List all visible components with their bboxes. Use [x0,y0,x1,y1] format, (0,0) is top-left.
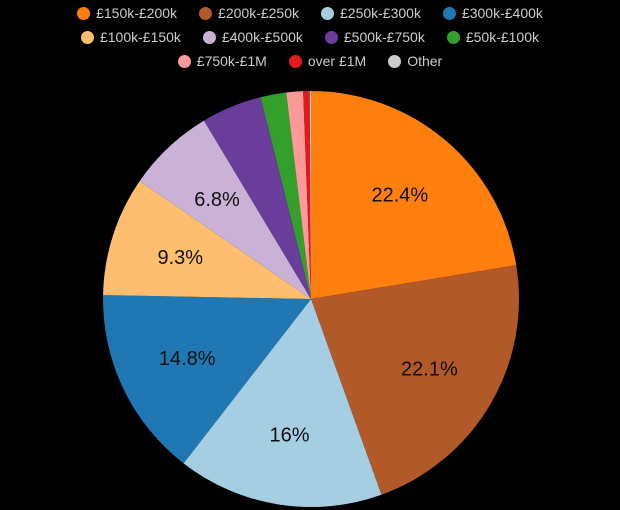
legend-item[interactable]: £300k-£400k [442,5,543,21]
pie-slice[interactable] [303,91,311,299]
slice-label: 22.4% [371,184,428,206]
pie-slice[interactable] [103,181,311,299]
pie-slice[interactable] [311,91,517,299]
legend-label: £300k-£400k [461,5,543,21]
legend-swatch-icon [446,30,460,44]
chart-legend: £150k-£200k £200k-£250k £250k-£300k £300k-£… [0,1,620,73]
legend-label: £150k-£200k [96,5,178,21]
legend-item[interactable]: £50k-£100k [446,29,540,45]
legend-label: over £1M [307,53,367,69]
legend-item[interactable]: £750k-£1M [177,53,267,69]
pie-slice[interactable] [139,120,311,299]
legend-item[interactable]: £250k-£300k [321,5,421,21]
legend-swatch-icon [321,6,334,20]
legend-item[interactable]: £200k-£250k [199,5,299,21]
pie-slice[interactable] [309,91,311,299]
legend-swatch-icon [80,30,94,44]
legend-item[interactable]: £150k-£200k [77,5,177,21]
legend-item[interactable]: Other [388,53,442,69]
legend-label: £250k-£300k [340,5,421,21]
slice-label: 22.1% [401,359,458,381]
legend-swatch-icon [202,30,216,44]
legend-label: £50k-£100k [465,29,540,45]
pie-slice[interactable] [286,91,311,299]
legend-swatch-icon [77,6,91,20]
legend-label: £200k-£250k [218,5,299,21]
slice-label: 6.8% [194,189,240,211]
legend-swatch-icon [324,30,338,44]
legend-label: £750k-£1M [196,53,267,69]
legend-swatch-icon [442,6,456,20]
legend-label: £400k-£500k [221,29,303,45]
legend-label: £500k-£750k [343,29,425,45]
legend-row: £150k-£200k £200k-£250k £250k-£300k £300k-£… [0,1,620,25]
legend-label: £100k-£150k [99,29,181,45]
legend-item[interactable]: £100k-£150k [80,29,181,45]
legend-swatch-icon [177,54,191,68]
slice-label: 14.8% [159,348,216,370]
pie-slice[interactable] [183,299,382,508]
slice-label: 16% [270,425,310,447]
legend-item[interactable]: over £1M [288,53,367,69]
legend-row: £750k-£1M over £1M Other [0,49,620,73]
legend-swatch-icon [199,6,213,20]
legend-label: Other [407,53,443,69]
slice-label: 9.3% [158,247,204,269]
legend-row: £100k-£150k £400k-£500k £500k-£750k £50k-£1… [0,25,620,49]
pie-slice[interactable] [311,265,519,495]
legend-swatch-icon [288,54,302,68]
pie-slice[interactable] [260,92,311,300]
pie-slice[interactable] [203,97,311,299]
pie-slice[interactable] [102,295,311,464]
legend-swatch-icon [388,54,402,68]
legend-item[interactable]: £400k-£500k [202,29,303,45]
legend-item[interactable]: £500k-£750k [324,29,425,45]
